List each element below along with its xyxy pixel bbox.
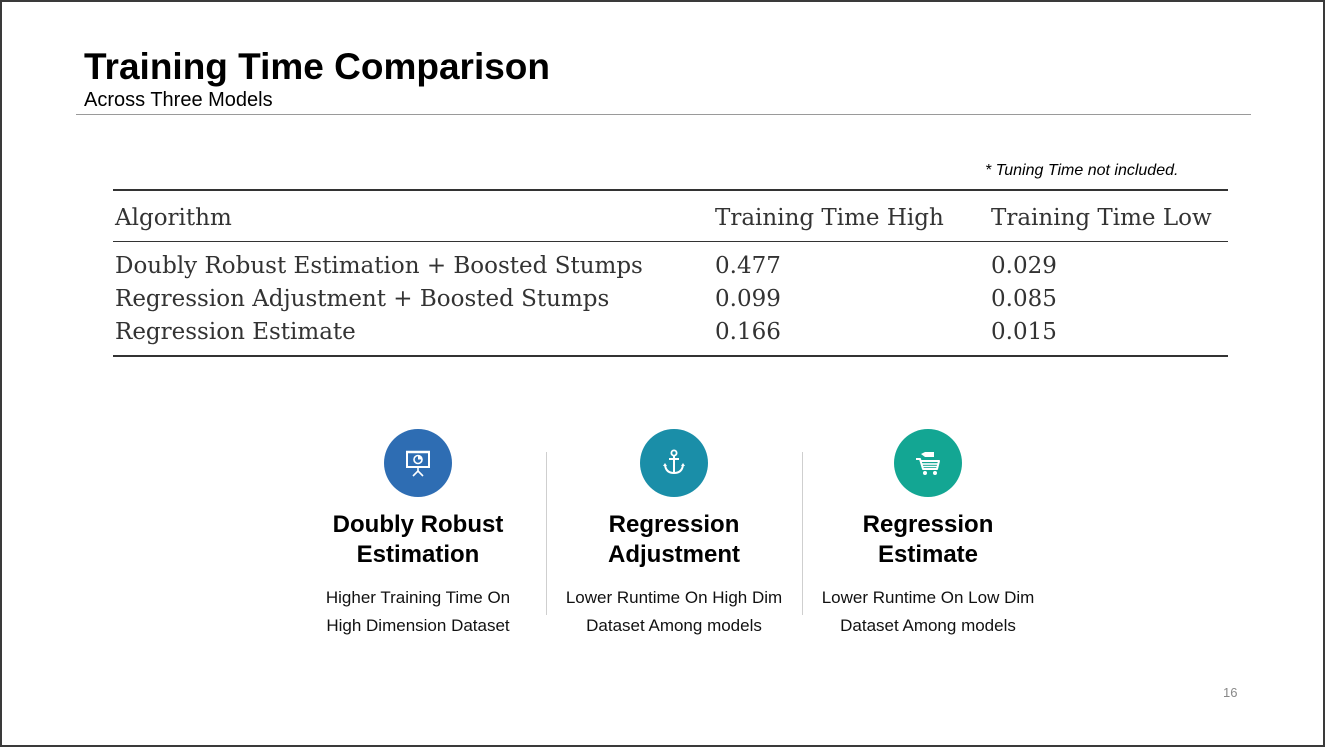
title-divider: [76, 114, 1251, 115]
feature-description: Higher Training Time On High Dimension D…: [325, 588, 511, 635]
table-header-row: Algorithm Training Time High Training Ti…: [113, 191, 1228, 241]
table-top-rule: [113, 189, 1228, 191]
header-algorithm: Algorithm: [115, 205, 232, 231]
footnote: * Tuning Time not included.: [985, 162, 1179, 179]
feature-description: Lower Runtime On Low Dim Dataset Among m…: [821, 588, 1035, 635]
feature-regression-estimate: Regression Estimate Lower Runtime On Low…: [808, 429, 1048, 640]
cell-algorithm: Regression Estimate: [115, 319, 356, 345]
cell-algorithm: Regression Adjustment + Boosted Stumps: [115, 286, 610, 312]
feature-regression-adjustment: Regression Adjustment Lower Runtime On H…: [554, 429, 794, 640]
column-divider: [546, 452, 547, 615]
cell-algorithm: Doubly Robust Estimation + Boosted Stump…: [115, 253, 643, 279]
header-training-time-high: Training Time High: [715, 205, 944, 231]
page-subtitle: Across Three Models: [84, 89, 273, 111]
table-row: Doubly Robust Estimation + Boosted Stump…: [113, 250, 1228, 283]
cell-time-high: 0.166: [715, 319, 781, 345]
column-divider: [802, 452, 803, 615]
cell-time-low: 0.015: [991, 319, 1057, 345]
cell-time-low: 0.085: [991, 286, 1057, 312]
page-number: 16: [1223, 685, 1238, 700]
feature-description: Lower Runtime On High Dim Dataset Among …: [565, 588, 783, 635]
feature-title: Doubly Robust Estimation: [332, 511, 504, 568]
results-table: Algorithm Training Time High Training Ti…: [113, 189, 1228, 357]
page-title: Training Time Comparison: [84, 46, 551, 87]
table-row: Regression Estimate 0.166 0.015: [113, 316, 1228, 349]
cart-icon: [894, 429, 962, 497]
feature-title: Regression Estimate: [862, 511, 994, 568]
table-bottom-rule: [113, 355, 1228, 357]
presentation-icon: [384, 429, 452, 497]
anchor-icon: [640, 429, 708, 497]
cell-time-low: 0.029: [991, 253, 1057, 279]
header-training-time-low: Training Time Low: [991, 205, 1212, 231]
table-row: Regression Adjustment + Boosted Stumps 0…: [113, 283, 1228, 316]
feature-doubly-robust: Doubly Robust Estimation Higher Training…: [298, 429, 538, 640]
table-mid-rule: [113, 241, 1228, 242]
feature-title: Regression Adjustment: [608, 511, 740, 568]
cell-time-high: 0.477: [715, 253, 781, 279]
cell-time-high: 0.099: [715, 286, 781, 312]
